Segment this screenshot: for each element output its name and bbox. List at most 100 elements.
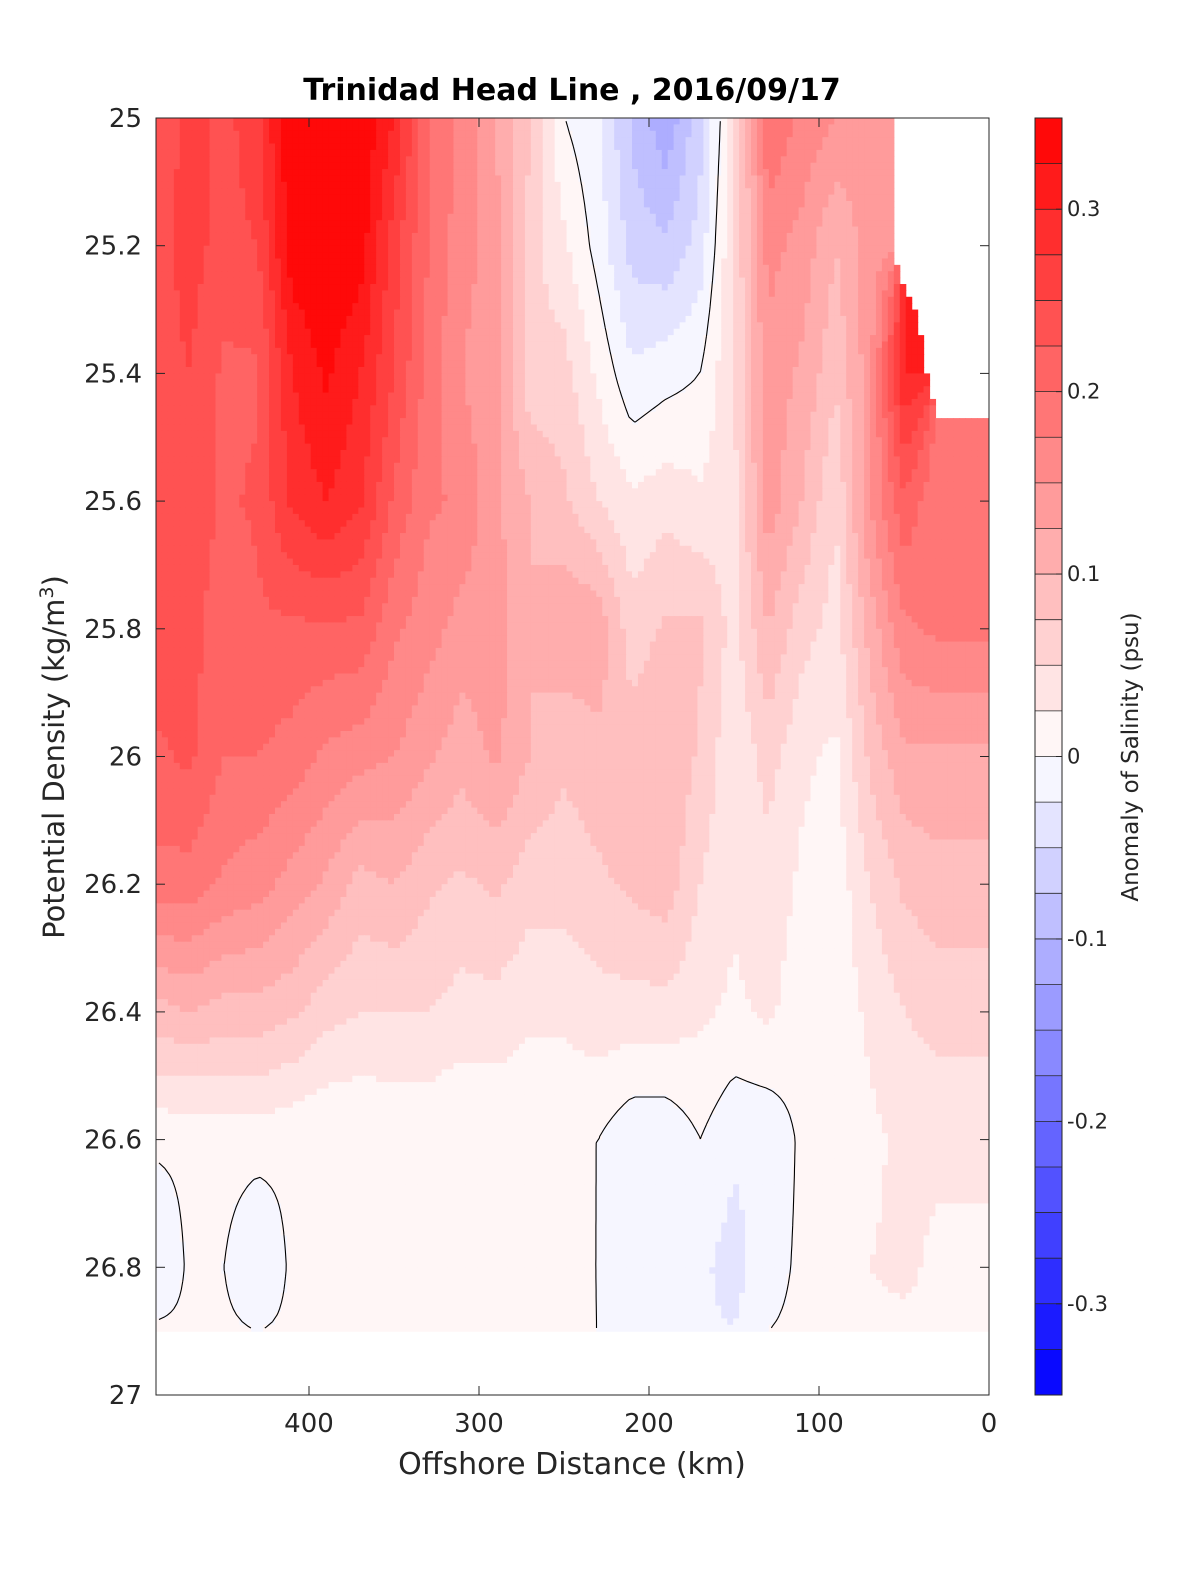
contour-cell (792, 194, 800, 202)
contour-cell (566, 118, 574, 125)
contour-cell (423, 290, 431, 298)
contour-cell (489, 207, 496, 215)
contour-cell (554, 315, 562, 323)
contour-cell (572, 124, 580, 132)
contour-cell (590, 201, 597, 208)
contour-cell (727, 328, 734, 336)
contour-cell (382, 201, 389, 208)
contour-cell (792, 347, 800, 355)
contour-cell (756, 303, 764, 311)
contour-cell (792, 252, 800, 260)
contour-cell (417, 232, 425, 240)
contour-cell (322, 149, 330, 157)
contour-cell (703, 367, 710, 374)
contour-cell (602, 277, 609, 285)
contour-cell (822, 309, 829, 317)
contour-cell (590, 367, 597, 374)
contour-cell (233, 220, 240, 228)
contour-cell (614, 220, 621, 228)
contour-cell (643, 303, 651, 311)
contour-cell (667, 194, 675, 202)
contour-cell (173, 335, 181, 343)
contour-cell (721, 124, 728, 132)
contour-cell (275, 137, 282, 145)
contour-cell (739, 207, 746, 215)
contour-cell (280, 175, 288, 183)
contour-cell (507, 277, 514, 285)
contour-cell (316, 175, 324, 183)
contour-cell (209, 149, 217, 157)
contour-cell (435, 315, 443, 323)
contour-cell (263, 149, 270, 157)
contour-cell (197, 207, 205, 215)
contour-cell (864, 354, 871, 362)
contour-cell (435, 201, 443, 208)
contour-cell (310, 354, 318, 362)
contour-cell (298, 252, 306, 260)
contour-cell (185, 130, 193, 138)
contour-cell (703, 207, 710, 215)
contour-cell (661, 226, 669, 234)
contour-cell (893, 309, 901, 317)
contour-cell (304, 303, 312, 311)
contour-cell (233, 143, 240, 151)
contour-cell (887, 335, 895, 343)
contour-cell (667, 271, 675, 279)
contour-cell (334, 220, 342, 228)
contour-cell (239, 137, 246, 145)
contour-cell (870, 143, 877, 151)
contour-cell (340, 149, 347, 157)
contour-cell (257, 309, 264, 317)
contour-cell (715, 322, 722, 330)
contour-cell (614, 277, 621, 285)
contour-cell (310, 258, 318, 266)
contour-cell (465, 296, 472, 304)
contour-cell (602, 360, 609, 368)
contour-cell (637, 239, 645, 247)
contour-cell (245, 341, 252, 349)
contour-cell (298, 309, 306, 317)
contour-cell (864, 309, 871, 317)
contour-cell (858, 207, 865, 215)
contour-cell (269, 201, 276, 208)
contour-cell (602, 252, 609, 260)
contour-cell (590, 277, 597, 285)
contour-cell (245, 194, 252, 202)
contour-cell (524, 277, 532, 285)
contour-cell (257, 213, 264, 221)
contour-cell (233, 303, 240, 311)
contour-cell (578, 232, 585, 240)
contour-cell (524, 347, 532, 355)
contour-cell (453, 220, 461, 228)
contour-cell (524, 118, 532, 125)
contour-cell (620, 156, 627, 164)
contour-cell (816, 284, 823, 291)
contour-cell (251, 335, 258, 343)
contour-cell (179, 354, 187, 362)
contour-cell (358, 220, 365, 228)
contour-cell (304, 239, 312, 247)
contour-cell (632, 322, 639, 330)
contour-cell (637, 258, 645, 266)
contour-cell (310, 328, 318, 336)
contour-cell (745, 245, 752, 253)
contour-cell (263, 347, 270, 355)
contour-cell (727, 309, 734, 317)
contour-cell (727, 207, 734, 215)
contour-cell (239, 367, 246, 374)
contour-cell (483, 124, 490, 132)
contour-cell (858, 188, 865, 196)
contour-cell (280, 181, 288, 189)
contour-cell (852, 156, 859, 164)
contour-cell (340, 360, 347, 368)
contour-cell (453, 137, 461, 145)
contour-cell (626, 303, 633, 311)
contour-cell (590, 149, 597, 157)
contour-cell (703, 284, 710, 291)
contour-cell (179, 303, 187, 311)
contour-cell (441, 360, 449, 368)
contour-cell (435, 232, 443, 240)
contour-cell (548, 258, 556, 266)
contour-cell (251, 220, 258, 228)
contour-cell (179, 290, 187, 298)
